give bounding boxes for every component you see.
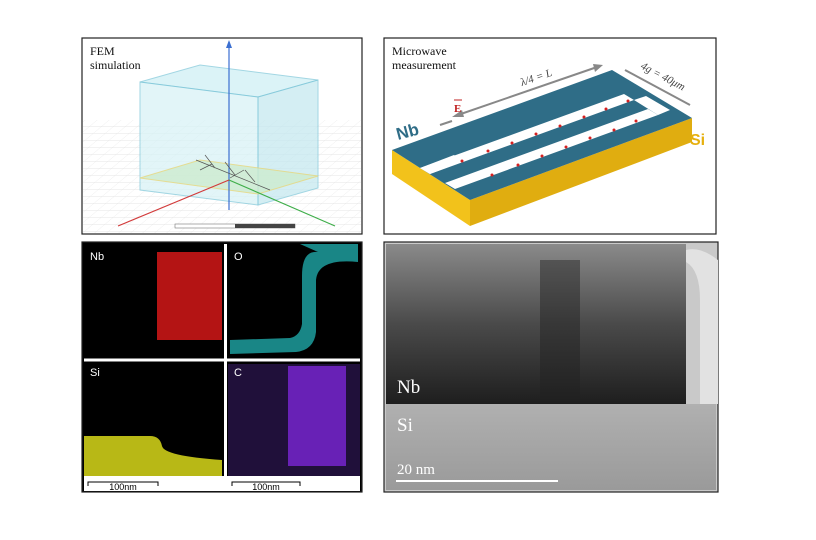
map-label: O: [234, 251, 243, 263]
fem-panel: FEM simulation: [81, 37, 363, 235]
field-label: E: [454, 103, 461, 115]
panel-label: FEM simulation: [90, 44, 141, 72]
substrate-label: Si: [397, 415, 413, 436]
tem-panel: Nb Si 20 nm: [383, 241, 719, 493]
panel-label: Microwave measurement: [392, 44, 457, 72]
field-arrows: [460, 99, 638, 177]
scale-label: 20 nm: [397, 462, 435, 478]
microwave-panel: Microwave measurement λ/4 = L 4g = 40μm E…: [383, 37, 717, 235]
scale-label: 100nm: [109, 482, 137, 492]
metal-label: Nb: [397, 377, 420, 398]
scale-label: 100nm: [252, 482, 280, 492]
eds-panel: Nb O Si C 100nm 100nm: [81, 241, 363, 493]
map-label: Nb: [90, 251, 104, 263]
substrate-label: Si: [690, 132, 705, 149]
map-label: C: [234, 367, 242, 379]
map-label: Si: [90, 367, 100, 379]
